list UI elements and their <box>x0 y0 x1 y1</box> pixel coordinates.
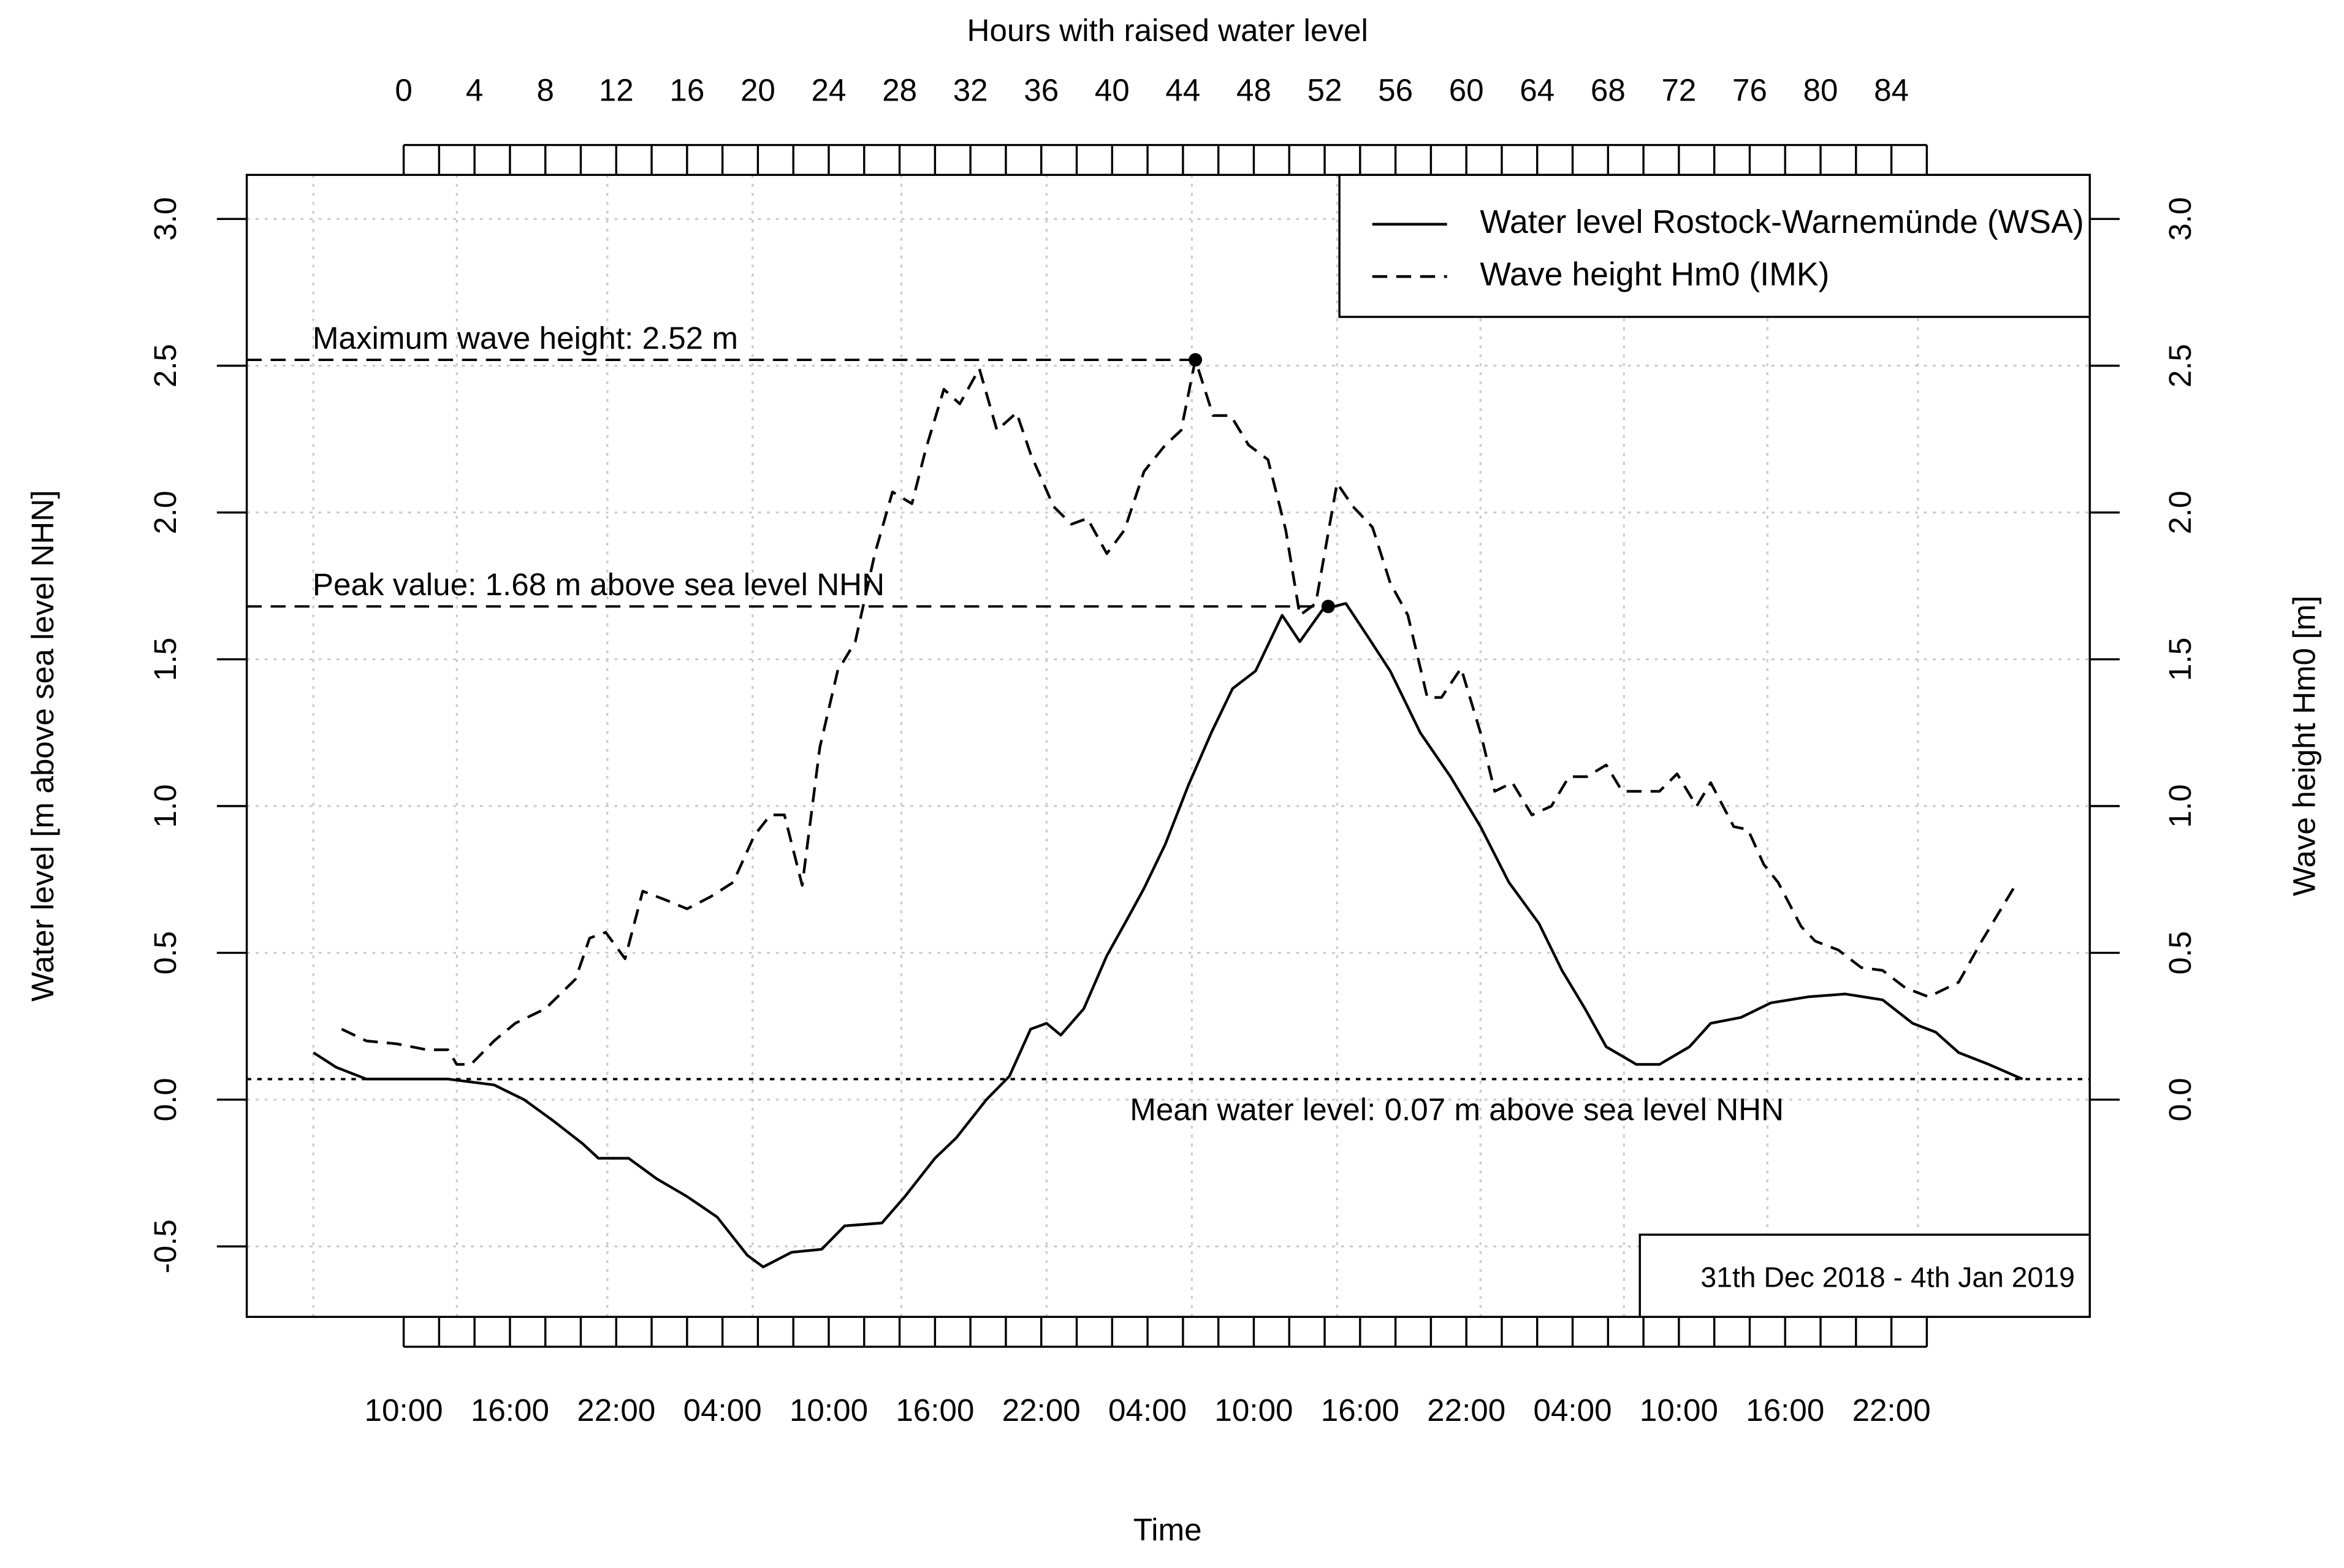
x-tick-label: 04:00 <box>1534 1393 1612 1428</box>
x-tick-label: 16:00 <box>1746 1393 1824 1428</box>
top-tick-label: 28 <box>882 73 917 108</box>
top-tick-label: 36 <box>1024 73 1059 108</box>
y-tick-label: 1.0 <box>148 784 183 828</box>
x-tick-label: 16:00 <box>471 1393 549 1428</box>
x-axis-title: Time <box>1133 1512 1202 1547</box>
y2-tick-label: 2.5 <box>2163 344 2198 387</box>
y-tick-label: -0.5 <box>148 1219 183 1273</box>
top-tick-label: 40 <box>1095 73 1130 108</box>
top-tick-label: 52 <box>1307 73 1342 108</box>
annotation: Maximum wave height: 2.52 m <box>313 321 738 356</box>
top-tick-label: 80 <box>1803 73 1838 108</box>
top-tick-label: 60 <box>1449 73 1484 108</box>
top-tick-label: 56 <box>1378 73 1413 108</box>
y2-tick-label: 1.0 <box>2163 784 2198 828</box>
y2-tick-label: 0.0 <box>2163 1078 2198 1121</box>
x-tick-label: 04:00 <box>683 1393 762 1428</box>
x-tick-label: 10:00 <box>365 1393 443 1428</box>
y-tick-label: 2.0 <box>148 490 183 534</box>
y-tick-label: 2.5 <box>148 344 183 387</box>
y-tick-label: 3.0 <box>148 197 183 241</box>
annotation: Mean water level: 0.07 m above sea level… <box>1130 1092 1784 1127</box>
x-tick-label: 22:00 <box>1427 1393 1505 1428</box>
y2-tick-label: 3.0 <box>2163 197 2198 241</box>
legend-box <box>1338 173 2091 318</box>
y-tick-label: 0.0 <box>148 1078 183 1121</box>
y2-axis-title: Wave height Hm0 [m] <box>2286 596 2321 896</box>
y-tick-label: 0.5 <box>148 931 183 975</box>
top-tick-label: 72 <box>1661 73 1696 108</box>
top-tick-label: 68 <box>1591 73 1626 108</box>
top-tick-label: 16 <box>669 73 704 108</box>
x-tick-label: 10:00 <box>1214 1393 1293 1428</box>
y2-tick-label: 2.0 <box>2163 490 2198 534</box>
y2-tick-label: 0.5 <box>2163 931 2198 975</box>
annotation: Peak value: 1.68 m above sea level NHN <box>313 567 885 602</box>
top-tick-label: 44 <box>1165 73 1200 108</box>
top-axis-title: Hours with raised water level <box>967 13 1368 48</box>
top-tick-label: 0 <box>395 73 412 108</box>
x-tick-label: 22:00 <box>1002 1393 1081 1428</box>
top-tick-label: 24 <box>812 73 847 108</box>
x-tick-label: 22:00 <box>1852 1393 1931 1428</box>
legend-label: Wave height Hm0 (IMK) <box>1480 256 1829 292</box>
top-tick-label: 4 <box>466 73 483 108</box>
legend-label: Water level Rostock-Warnemünde (WSA) <box>1480 204 2083 240</box>
date-range: 31th Dec 2018 - 4th Jan 2019 <box>1700 1262 2074 1293</box>
plot-frame <box>245 173 2091 1319</box>
x-tick-label: 16:00 <box>1321 1393 1399 1428</box>
top-tick-label: 12 <box>599 73 634 108</box>
x-tick-label: 04:00 <box>1108 1393 1187 1428</box>
top-tick-label: 20 <box>740 73 775 108</box>
top-tick-label: 8 <box>536 73 554 108</box>
top-tick-label: 64 <box>1520 73 1554 108</box>
date-box <box>1638 1233 2091 1319</box>
x-tick-label: 10:00 <box>790 1393 868 1428</box>
y-tick-label: 1.5 <box>148 637 183 681</box>
top-tick-label: 76 <box>1732 73 1767 108</box>
top-tick-label: 84 <box>1874 73 1909 108</box>
x-tick-label: 10:00 <box>1640 1393 1718 1428</box>
y2-tick-label: 1.5 <box>2163 637 2198 681</box>
top-tick-label: 48 <box>1236 73 1271 108</box>
series-line <box>313 602 2023 1269</box>
y-axis-title: Water level [m above sea level NHN] <box>25 490 60 1002</box>
x-tick-label: 22:00 <box>577 1393 655 1428</box>
top-tick-label: 32 <box>953 73 988 108</box>
series-line <box>341 358 2017 1066</box>
x-tick-label: 16:00 <box>896 1393 974 1428</box>
